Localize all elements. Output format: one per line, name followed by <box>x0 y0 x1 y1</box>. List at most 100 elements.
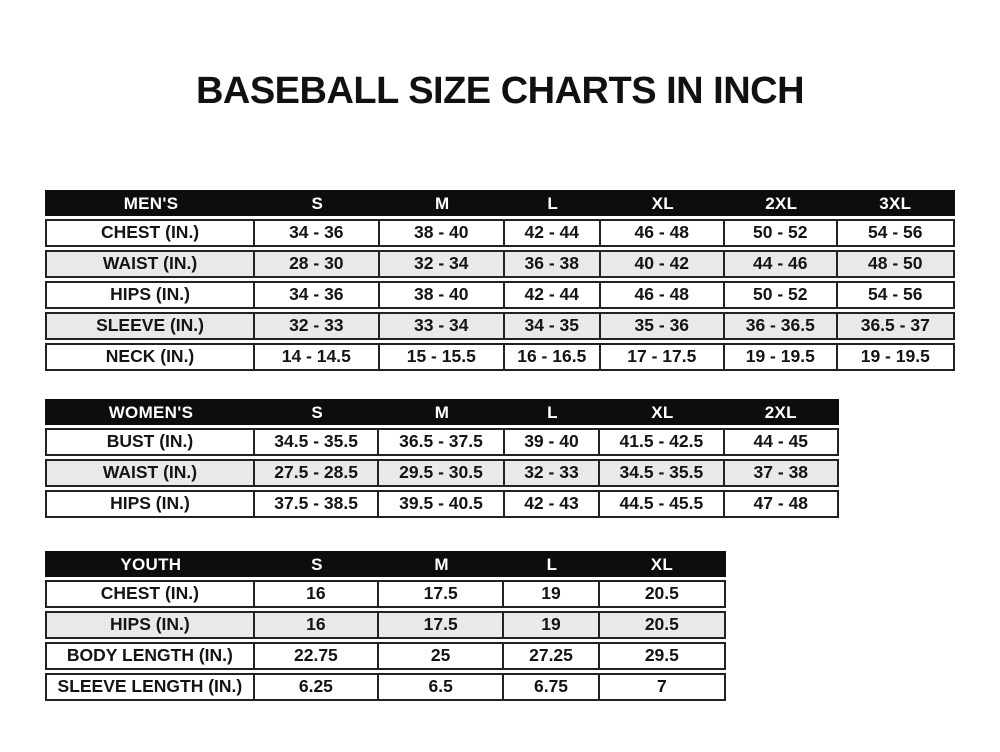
column-header: XL <box>651 402 674 422</box>
size-value: 38 - 40 <box>380 221 505 245</box>
size-value: 7 <box>656 676 667 697</box>
size-value: 6.75 <box>504 675 600 699</box>
row-label: NECK (IN.) <box>47 345 256 369</box>
table-row: BODY LENGTH (IN.) 22.75 25 27.25 29.5 <box>45 642 726 670</box>
table-row: SLEEVE LENGTH (IN.) 6.25 6.5 6.75 7 <box>45 673 726 701</box>
column-header: S <box>311 402 323 422</box>
table-row: NECK (IN.) 14 - 14.5 15 - 15.5 16 - 16.5 17 … <box>45 343 955 371</box>
size-value: 6.25 <box>255 675 380 699</box>
size-value: 38 - 40 <box>380 283 505 307</box>
size-value: 17 - 17.5 <box>601 345 726 369</box>
size-value: 20.5 <box>644 614 679 635</box>
size-value: 36.5 - 37.5 <box>379 430 505 454</box>
size-value: 16 - 16.5 <box>505 345 601 369</box>
size-value: 20.5 <box>644 583 679 604</box>
size-value: 6.5 <box>379 675 505 699</box>
column-header: 2XL <box>765 193 798 213</box>
size-value: 36 - 38 <box>505 252 601 276</box>
size-value: 32 - 34 <box>380 252 505 276</box>
table-row: HIPS (IN.) 16 17.5 19 20.5 <box>45 611 726 639</box>
size-value: 29.5 - 30.5 <box>379 461 505 485</box>
size-value: 19 <box>504 582 600 606</box>
size-value: 42 - 43 <box>505 492 601 516</box>
row-label: HIPS (IN.) <box>47 492 255 516</box>
column-header: L <box>546 554 558 574</box>
column-header: XL <box>650 554 674 574</box>
size-value: 32 - 33 <box>505 461 601 485</box>
table-row: WAIST (IN.) 28 - 30 32 - 34 36 - 38 40 - 42 4… <box>45 250 955 278</box>
size-value: 46 - 48 <box>601 283 726 307</box>
size-value: 34.5 - 35.5 <box>600 461 725 485</box>
row-label: HIPS (IN.) <box>47 283 256 307</box>
row-label: CHEST (IN.) <box>47 582 255 606</box>
size-value: 17.5 <box>379 613 505 637</box>
size-value: 27.5 - 28.5 <box>255 461 380 485</box>
size-value: 17.5 <box>379 582 505 606</box>
column-header: MEN'S <box>123 193 179 213</box>
size-value: 16 <box>255 582 380 606</box>
column-header: S <box>311 193 324 213</box>
size-value: 44 - 46 <box>725 252 838 276</box>
size-value: 47 - 48 <box>753 493 809 514</box>
table-header-row: WOMEN'S S M L XL 2XL <box>45 399 839 425</box>
row-label: WAIST (IN.) <box>47 252 256 276</box>
youth-size-table: YOUTH S M L XL CHEST (IN.) 16 17.5 19 20.5 HIPS (I… <box>45 551 726 704</box>
mens-size-table: MEN'S S M L XL 2XL 3XL CHEST (IN.) 34 - 36 38 - 4… <box>45 190 955 374</box>
column-header: WOMEN'S <box>108 402 194 422</box>
row-label: SLEEVE LENGTH (IN.) <box>47 675 255 699</box>
table-row: WAIST (IN.) 27.5 - 28.5 29.5 - 30.5 32 - 33… <box>45 459 839 487</box>
size-value: 15 - 15.5 <box>380 345 505 369</box>
column-header: L <box>547 193 559 213</box>
size-value: 48 - 50 <box>868 253 923 274</box>
size-value: 41.5 - 42.5 <box>600 430 725 454</box>
size-value: 37 - 38 <box>753 462 809 483</box>
size-value: 19 - 19.5 <box>860 346 930 367</box>
table-row: HIPS (IN.) 34 - 36 38 - 40 42 - 44 46 - 48 50… <box>45 281 955 309</box>
row-label: SLEEVE (IN.) <box>47 314 256 338</box>
size-value: 37.5 - 38.5 <box>255 492 380 516</box>
column-header: XL <box>651 193 674 213</box>
size-value: 14 - 14.5 <box>255 345 380 369</box>
size-value: 39 - 40 <box>505 430 601 454</box>
column-header: YOUTH <box>120 554 182 574</box>
size-value: 29.5 <box>644 645 679 666</box>
table-row: HIPS (IN.) 37.5 - 38.5 39.5 - 40.5 42 - 43 4… <box>45 490 839 518</box>
size-value: 22.75 <box>255 644 380 668</box>
size-value: 25 <box>379 644 505 668</box>
size-value: 54 - 56 <box>868 222 923 243</box>
size-value: 34 - 35 <box>505 314 601 338</box>
table-row: BUST (IN.) 34.5 - 35.5 36.5 - 37.5 39 - 40 4… <box>45 428 839 456</box>
column-header: M <box>435 193 450 213</box>
size-value: 28 - 30 <box>255 252 380 276</box>
row-label: CHEST (IN.) <box>47 221 256 245</box>
womens-size-table: WOMEN'S S M L XL 2XL BUST (IN.) 34.5 - 35.5 36.5… <box>45 399 839 521</box>
row-label: HIPS (IN.) <box>47 613 255 637</box>
size-value: 19 <box>504 613 600 637</box>
size-value: 44.5 - 45.5 <box>600 492 725 516</box>
table-row: SLEEVE (IN.) 32 - 33 33 - 34 34 - 35 35 - 36… <box>45 312 955 340</box>
size-value: 50 - 52 <box>725 221 838 245</box>
size-value: 54 - 56 <box>868 284 923 305</box>
size-value: 50 - 52 <box>725 283 838 307</box>
column-header: L <box>547 402 558 422</box>
column-header: M <box>434 554 449 574</box>
size-value: 16 <box>255 613 380 637</box>
column-header: S <box>311 554 323 574</box>
row-label: BUST (IN.) <box>47 430 255 454</box>
column-header: M <box>434 402 450 422</box>
size-value: 19 - 19.5 <box>725 345 838 369</box>
table-header-row: YOUTH S M L XL <box>45 551 726 577</box>
row-label: WAIST (IN.) <box>47 461 255 485</box>
size-value: 27.25 <box>504 644 600 668</box>
table-row: CHEST (IN.) 16 17.5 19 20.5 <box>45 580 726 608</box>
row-label: BODY LENGTH (IN.) <box>47 644 255 668</box>
size-value: 46 - 48 <box>601 221 726 245</box>
size-value: 35 - 36 <box>601 314 726 338</box>
column-header: 3XL <box>879 193 912 213</box>
size-value: 36 - 36.5 <box>725 314 838 338</box>
size-value: 40 - 42 <box>601 252 726 276</box>
size-value: 34 - 36 <box>255 283 380 307</box>
size-value: 42 - 44 <box>505 221 601 245</box>
size-value: 44 - 45 <box>753 431 809 452</box>
